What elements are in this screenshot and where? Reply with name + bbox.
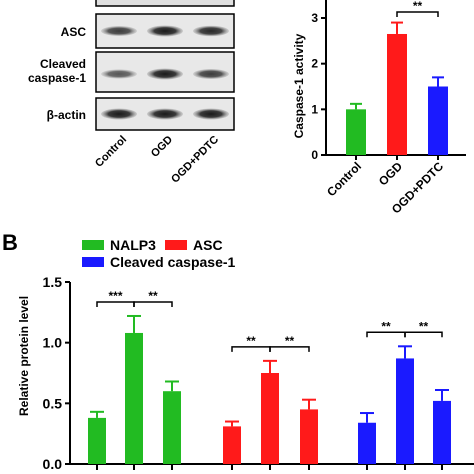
blot-band	[101, 69, 137, 79]
bar	[358, 422, 376, 464]
x-tick-label: OGD	[376, 159, 405, 188]
blot-band	[147, 108, 183, 120]
x-tick-label: Control	[324, 159, 364, 199]
significance-label: ***	[108, 289, 122, 303]
legend-label: Cleaved caspase-1	[110, 254, 236, 270]
bar	[387, 33, 407, 155]
bar	[428, 86, 448, 155]
y-tick-label: 2	[311, 57, 318, 71]
bar	[261, 373, 279, 464]
y-tick-label: 0	[311, 148, 318, 162]
blot-band	[193, 108, 229, 120]
bar	[163, 391, 181, 464]
significance-bracket	[404, 331, 443, 338]
legend-label: NALP3	[110, 237, 156, 253]
significance-label: **	[381, 319, 391, 333]
significance-label: **	[413, 0, 423, 13]
y-tick-label: 1.0	[43, 335, 63, 351]
significance-bracket	[133, 301, 173, 307]
significance-label: **	[419, 319, 429, 333]
significance-label: **	[246, 334, 256, 348]
significance-label: **	[148, 289, 158, 303]
blot-band	[101, 108, 137, 120]
y-tick-label: 1.5	[43, 274, 63, 290]
bar	[346, 109, 366, 155]
panel-b-label: B	[2, 230, 18, 255]
blot-lane-label: OGD+PDTC	[169, 134, 221, 186]
blot-row-label: β-actin	[47, 108, 86, 122]
relative-protein-chart: 0.0 0.5 1.0 1.5 Relative protein level NALP3 A…	[17, 237, 474, 472]
legend-swatch	[165, 240, 187, 250]
blot-band	[193, 25, 229, 37]
blot-band	[147, 68, 183, 80]
significance-label: **	[285, 334, 295, 348]
y-tick-label: 0.0	[43, 456, 63, 472]
legend-swatch	[82, 240, 104, 250]
blot-band	[147, 25, 183, 37]
y-tick-label: 0.5	[43, 395, 63, 411]
y-axis-title: Relative protein level	[17, 296, 31, 416]
western-blot: ASC Cleaved caspase-1 β-actin Control OGDOGD+…	[28, 0, 235, 186]
significance-bracket	[396, 11, 439, 17]
significance-bracket	[269, 346, 310, 352]
bar	[223, 426, 241, 464]
legend-swatch	[82, 257, 104, 267]
y-tick-label: 1	[311, 102, 318, 116]
blot-frame-top	[95, 0, 235, 7]
bar	[125, 332, 143, 464]
blot-band	[101, 26, 137, 36]
bar	[300, 409, 318, 464]
bar	[433, 400, 451, 464]
bar	[88, 417, 106, 464]
blot-lane-label: OGD	[149, 134, 175, 160]
y-tick-label: 3	[311, 11, 318, 25]
blot-band	[193, 69, 229, 79]
blot-row-label: ASC	[61, 25, 87, 39]
blot-lane-label: Control	[93, 134, 129, 170]
bar	[396, 358, 414, 464]
y-axis-title: Caspase-1 activity	[292, 33, 306, 138]
legend-label: ASC	[193, 237, 223, 253]
blot-row-label: Cleaved caspase-1	[28, 57, 86, 85]
